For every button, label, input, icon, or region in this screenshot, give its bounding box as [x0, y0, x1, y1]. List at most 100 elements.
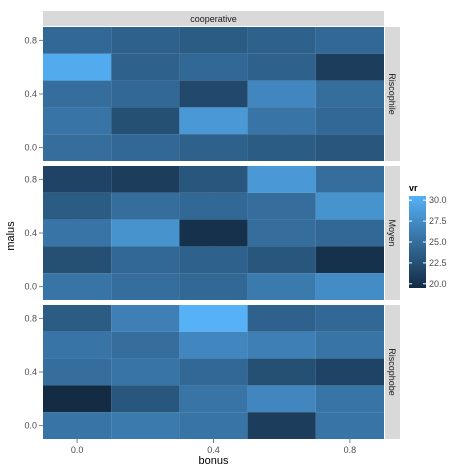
facet-strip-right-label: Riscophobe: [387, 348, 397, 396]
heatmap-tile: [247, 134, 316, 161]
heatmap-tile: [111, 331, 180, 359]
heatmap-tile: [247, 246, 316, 274]
heatmap-tile: [315, 331, 384, 359]
heatmap-tile: [43, 305, 112, 332]
heatmap-tile: [111, 358, 180, 386]
heatmap-tile: [315, 412, 384, 439]
heatmap-tile: [179, 219, 248, 247]
heatmap-tile: [315, 219, 384, 247]
heatmap-tile: [315, 53, 384, 81]
heatmap-tile: [247, 305, 316, 332]
y-tick-label: 0.4: [24, 367, 37, 377]
heatmap-tile: [43, 53, 112, 81]
heatmap-tile: [43, 358, 112, 386]
heatmap-tile: [315, 358, 384, 386]
facet-strip-top-label: cooperative: [190, 14, 237, 24]
facet-strip-right: [385, 27, 400, 161]
heatmap-tile: [315, 192, 384, 220]
heatmap-tile: [43, 219, 112, 247]
heatmap-tile: [43, 412, 112, 439]
heatmap-tile: [315, 305, 384, 332]
y-tick-label: 0.4: [24, 228, 37, 238]
heatmap-tile: [111, 166, 180, 193]
legend-label: 25.0: [429, 237, 447, 247]
facet-strip-right-label: Riscophile: [387, 73, 397, 115]
heatmap-tile: [111, 107, 180, 135]
legend-title: vr: [409, 183, 418, 193]
panel-riscophobe: [43, 305, 384, 439]
y-tick-label: 0.8: [24, 174, 37, 184]
heatmap-tile: [179, 80, 248, 108]
heatmap-tile: [247, 412, 316, 439]
legend-label: 27.5: [429, 216, 447, 226]
y-tick-label: 0.0: [24, 143, 37, 153]
heatmap-tile: [179, 192, 248, 220]
heatmap-tile: [315, 27, 384, 54]
heatmap-tile: [247, 53, 316, 81]
heatmap-tile: [111, 53, 180, 81]
heatmap-tile: [315, 80, 384, 108]
heatmap-tile: [111, 412, 180, 439]
y-tick-label: 0.0: [24, 282, 37, 292]
heatmap-tile: [179, 246, 248, 274]
facet-strips-right: Riscophile Moyen Riscophobe: [385, 27, 400, 439]
heatmap-tile: [179, 273, 248, 300]
x-tick-label: 0.4: [207, 445, 220, 455]
heatmap-tile: [315, 246, 384, 274]
heatmap-tile: [179, 412, 248, 439]
heatmap-tile: [179, 53, 248, 81]
facet-strip-top: [43, 11, 384, 26]
legend-label: 20.0: [429, 279, 447, 289]
y-tick-label: 0.8: [24, 35, 37, 45]
heatmap-tile: [43, 80, 112, 108]
heatmap-tile: [111, 80, 180, 108]
heatmap-tile: [247, 80, 316, 108]
heatmap-tile: [111, 134, 180, 161]
heatmap-tile: [179, 385, 248, 413]
facet-strip-right-label: Moyen: [387, 219, 397, 246]
legend-label: 22.5: [429, 258, 447, 268]
heatmap-tile: [315, 385, 384, 413]
y-axis: 0.0 0.4 0.8 0.0 0.4 0.8 0.0 0.4 0.8: [24, 35, 43, 431]
heatmap-tile: [247, 219, 316, 247]
x-tick-label: 0.8: [344, 445, 357, 455]
heatmap-tile: [179, 134, 248, 161]
heatmap-tile: [43, 107, 112, 135]
heatmap-tile: [247, 27, 316, 54]
y-axis-title: malus: [5, 221, 17, 251]
x-axis-title: bonus: [199, 455, 229, 467]
heatmap-tile: [111, 305, 180, 332]
heatmap-tile: [315, 273, 384, 300]
heatmap-tile: [43, 192, 112, 220]
heatmap-tile: [179, 27, 248, 54]
x-axis: 0.0 0.4 0.8: [71, 439, 356, 455]
heatmap-tile: [43, 166, 112, 193]
heatmap-tile: [247, 331, 316, 359]
y-tick-label: 0.4: [24, 89, 37, 99]
heatmap-tile: [247, 192, 316, 220]
heatmap-tile: [179, 331, 248, 359]
facet-panels: [43, 27, 384, 439]
heatmap-tile: [111, 385, 180, 413]
y-tick-label: 0.8: [24, 313, 37, 323]
heatmap-tile: [247, 166, 316, 193]
facet-strip-right: [385, 305, 400, 439]
heatmap-tile: [43, 385, 112, 413]
heatmap-tile: [247, 273, 316, 300]
heatmap-tile: [43, 27, 112, 54]
heatmap-tile: [111, 273, 180, 300]
legend-colorbar: [409, 196, 426, 288]
heatmap-tile: [43, 331, 112, 359]
panel-riscophile: [43, 27, 384, 161]
heatmap-tile: [111, 219, 180, 247]
heatmap-tile: [43, 246, 112, 274]
heatmap-tile: [315, 134, 384, 161]
legend: vr 30.0 27.5 25.0 22.5 20.0: [409, 183, 447, 289]
heatmap-tile: [179, 166, 248, 193]
heatmap-tile: [111, 27, 180, 54]
facet-strip-right: [385, 166, 400, 300]
y-tick-label: 0.0: [24, 421, 37, 431]
heatmap-tile: [247, 358, 316, 386]
heatmap-tile: [315, 107, 384, 135]
